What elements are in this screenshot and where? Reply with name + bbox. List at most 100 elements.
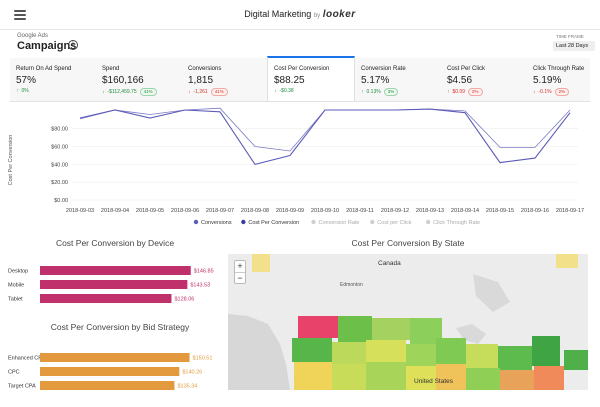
state-virginia[interactable] <box>500 370 534 390</box>
state-new-england[interactable] <box>532 336 560 366</box>
cost-per-conversion-line-chart: Cost Per Conversion $0.00 $20.00 $40.00 $60.… <box>8 107 584 226</box>
kpi-delta-value: 0% <box>21 88 29 94</box>
state-missouri[interactable] <box>436 364 466 390</box>
zoom-out-button[interactable]: − <box>235 272 245 283</box>
region-nunavut[interactable] <box>556 254 578 268</box>
kpi-value: 5.19% <box>533 75 562 86</box>
legend-swatch <box>193 219 199 225</box>
x-tick-label: 2018-09-17 <box>556 208 584 214</box>
legend-swatch <box>425 219 431 225</box>
kpi-cost-per-click[interactable]: Cost Per Click $4.56 ↑ $0.09 2% <box>441 58 527 102</box>
kpi-label: Return On Ad Spend <box>16 66 72 72</box>
kpi-delta: ↓ -1,261 41% <box>188 88 228 96</box>
kpi-value: 5.17% <box>361 75 390 86</box>
kpi-value: 1,815 <box>188 75 214 86</box>
state-washington[interactable] <box>298 316 338 338</box>
device-bar-chart: Desktop $146.85 Mobile $143.53 Tablet $128.06 <box>8 266 214 303</box>
state-oregon[interactable] <box>292 338 332 362</box>
timeframe-select[interactable]: Last 28 Days <box>553 41 595 51</box>
state-kansas[interactable] <box>406 366 436 390</box>
series-line-0[interactable] <box>79 107 571 152</box>
kpi-delta: ↓ -0.1% 2% <box>533 88 570 96</box>
bar[interactable] <box>40 381 175 390</box>
arrow-up-icon: ↑ <box>16 88 19 94</box>
kpi-delta-pill: 41% <box>139 88 157 96</box>
zoom-in-button[interactable]: + <box>237 261 243 271</box>
bar-category-label: Mobile <box>8 283 24 289</box>
bid-strategy-chart-title: Cost Per Conversion by Bid Strategy <box>50 322 190 332</box>
kpi-conversions[interactable]: Conversions 1,815 ↓ -1,261 41% <box>182 58 268 102</box>
bar[interactable] <box>40 353 190 362</box>
state-colorado[interactable] <box>366 362 406 390</box>
kpi-delta: ↑ $0.09 2% <box>447 88 483 96</box>
x-tick-label: 2018-09-04 <box>101 208 129 214</box>
kpi-label: Cost Per Conversion <box>274 66 330 72</box>
state-south-dakota[interactable] <box>366 340 406 362</box>
y-tick-label: $20.00 <box>51 180 68 186</box>
legend-item[interactable]: Cost Per Conversion <box>248 220 299 226</box>
kpi-cost-per-conversion[interactable]: Cost Per Conversion $88.25 ↓ -$0.38 <box>267 56 355 102</box>
zoom-control: + − <box>234 260 246 284</box>
bar-value-label: $150.51 <box>193 356 213 362</box>
state-north-dakota[interactable] <box>372 318 410 340</box>
kpi-delta: ↓ -$112,459.75 41% <box>102 88 157 96</box>
map-label-canada: Canada <box>378 260 401 267</box>
region-yukon[interactable] <box>252 254 270 272</box>
x-tick-label: 2018-09-13 <box>416 208 444 214</box>
app-title-text: Digital Marketing <box>244 9 312 19</box>
legend-item[interactable]: Conversions <box>201 220 232 226</box>
x-tick-label: 2018-09-06 <box>171 208 199 214</box>
map-label-united-states: United States <box>414 378 454 385</box>
kpi-conversion-rate[interactable]: Conversion Rate 5.17% ↑ 0.13% 3% <box>355 58 441 102</box>
x-tick-label: 2018-09-03 <box>66 208 94 214</box>
kpi-label: Cost Per Click <box>447 66 486 72</box>
info-icon[interactable]: i <box>68 40 78 50</box>
bar[interactable] <box>40 266 191 275</box>
legend-item[interactable]: Click Through Rate <box>433 220 480 226</box>
bar[interactable] <box>40 294 172 303</box>
kpi-delta: ↓ -$0.38 <box>274 88 294 94</box>
series-line-1[interactable] <box>79 108 571 166</box>
state-michigan[interactable] <box>466 344 498 368</box>
kpi-delta-value: -0.1% <box>538 89 552 95</box>
map-label-edmonton: Edmonton <box>340 282 363 288</box>
bid-strategy-bar-chart: Enhanced CPC $150.51 CPC $140.26 Target CPA $… <box>8 353 213 390</box>
kpi-spend[interactable]: Spend $160,166 ↓ -$112,459.75 41% <box>96 58 182 102</box>
state-iowa[interactable] <box>406 344 436 366</box>
arrow-down-icon: ↓ <box>188 89 191 95</box>
state-wyoming[interactable] <box>332 342 366 364</box>
kpi-value: 57% <box>16 75 37 86</box>
y-axis-title: Cost Per Conversion <box>8 135 14 186</box>
state-idaho-montana[interactable] <box>338 316 372 342</box>
kpi-return-on-ad-spend[interactable]: Return On Ad Spend 57% ↑ 0% <box>10 58 96 102</box>
arrow-up-icon: ↑ <box>361 89 364 95</box>
bar[interactable] <box>40 280 188 289</box>
top-bar: Digital Marketing by looker <box>0 0 600 30</box>
state-nevada-utah[interactable] <box>332 364 366 390</box>
app-title-by: by <box>313 13 321 19</box>
state-choropleth-map[interactable]: + − Canada Edmonton United States <box>228 254 588 390</box>
x-tick-label: 2018-09-09 <box>276 208 304 214</box>
bar-category-label: Desktop <box>8 269 28 275</box>
x-tick-label: 2018-09-11 <box>346 208 374 214</box>
legend-item[interactable]: Cost per Click <box>377 220 411 226</box>
kpi-label: Conversions <box>188 66 222 72</box>
looker-logo: looker <box>322 9 356 20</box>
legend-item[interactable]: Conversion Rate <box>319 220 360 226</box>
bar-category-label: CPC <box>8 370 20 376</box>
state-maine[interactable] <box>564 350 588 370</box>
state-ohio[interactable] <box>466 368 500 390</box>
menu-icon[interactable] <box>14 10 26 20</box>
state-new-jersey[interactable] <box>534 366 564 390</box>
x-tick-label: 2018-09-14 <box>451 208 479 214</box>
state-wisconsin[interactable] <box>436 338 466 364</box>
bar-value-label: $140.26 <box>182 370 202 376</box>
kpi-click-through-rate[interactable]: Click Through Rate 5.19% ↓ -0.1% 2% <box>527 58 590 102</box>
arrow-down-icon: ↓ <box>102 89 105 95</box>
map-hudson-bay <box>473 274 510 312</box>
kpi-delta-pill: 41% <box>210 88 228 96</box>
bar[interactable] <box>40 367 180 376</box>
state-new-york[interactable] <box>498 346 532 370</box>
state-california[interactable] <box>294 362 332 390</box>
kpi-delta-value: $0.09 <box>452 89 466 95</box>
